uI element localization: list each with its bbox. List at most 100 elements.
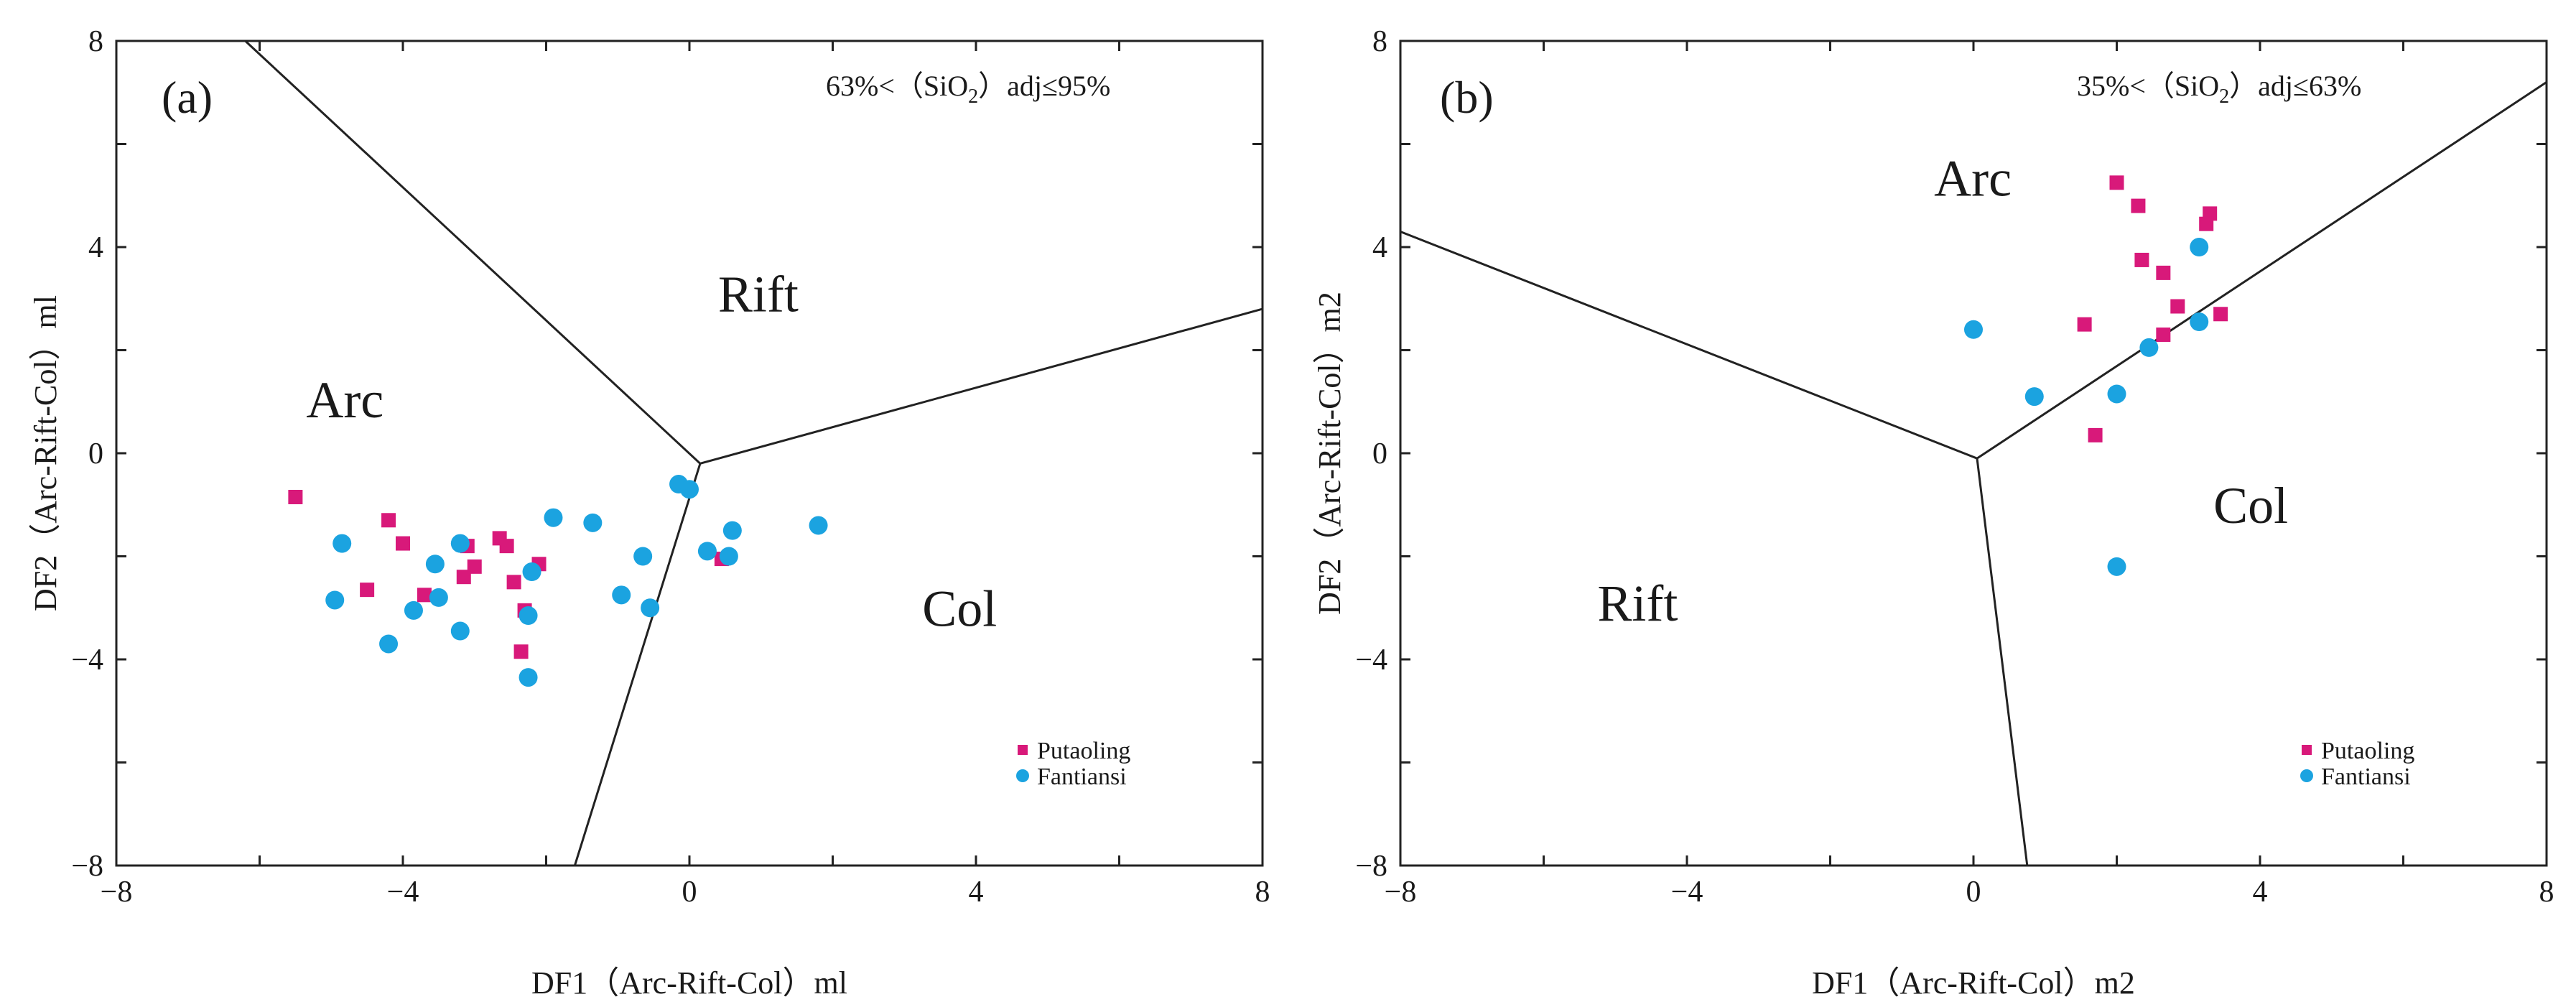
point-fantiansi-a-20: [722, 521, 742, 540]
region-label-rift-b: Rift: [1597, 575, 1678, 632]
point-fantiansi-a-7: [450, 621, 470, 641]
y-tick-label-b-2: 0: [1372, 437, 1387, 470]
point-fantiansi-a-3: [404, 600, 423, 620]
point-putaoling-a-10: [506, 575, 521, 590]
point-fantiansi-b-6: [2107, 557, 2126, 576]
point-putaoling-a-0: [288, 489, 303, 504]
point-fantiansi-a-19: [719, 547, 738, 566]
panel-label-b: (b): [1440, 72, 1494, 123]
legend-marker-fantiansi-a: [1016, 769, 1029, 782]
plot-frame-a: [115, 40, 1264, 867]
y-tick-label-b-3: 4: [1372, 231, 1387, 264]
point-fantiansi-a-13: [612, 585, 631, 605]
point-fantiansi-a-17: [680, 480, 699, 499]
point-putaoling-a-3: [360, 583, 375, 598]
point-fantiansi-a-6: [450, 534, 470, 553]
point-putaoling-b-1: [2131, 198, 2146, 213]
point-fantiansi-a-11: [544, 508, 563, 527]
y-tick-label-b-4: 8: [1372, 25, 1387, 58]
boundary-line-a-1: [699, 307, 1263, 465]
point-putaoling-b-9: [2156, 327, 2171, 342]
point-putaoling-b-6: [2170, 299, 2185, 314]
y-tick-label-a-1: −4: [71, 644, 103, 677]
point-fantiansi-b-3: [2139, 338, 2159, 357]
point-fantiansi-b-2: [2190, 312, 2209, 332]
x-tick-label-a-1: −4: [387, 876, 419, 909]
x-tick-label-b-0: −8: [1385, 876, 1417, 909]
condition-text-a: 63%<（SiO2）adj≤95%: [826, 70, 1110, 108]
boundary-line-a-0: [244, 40, 701, 465]
point-fantiansi-b-0: [2190, 238, 2209, 256]
point-fantiansi-a-4: [425, 555, 445, 574]
legend-marker-fantiansi-b: [2300, 769, 2313, 782]
condition-subscript-b: 2: [2219, 85, 2229, 108]
x-tick-label-a-0: −8: [101, 876, 133, 909]
panel-a: Arc Rift Col −8 −4 0 4 8 −8 −4 0 4 8 (a) 63%<（SiO2）…: [28, 25, 1270, 1001]
x-axis-label-b: DF1（Arc-Rift-Col）m2: [1812, 965, 2135, 1001]
legend-label-putaoling-b: Putaoling: [2321, 738, 2414, 764]
y-tick-label-b-1: −4: [1355, 644, 1387, 677]
legend-marker-putaoling-b: [2302, 745, 2312, 755]
point-putaoling-a-4: [417, 588, 432, 603]
point-putaoling-b-10: [2088, 427, 2103, 442]
region-label-col-b: Col: [2213, 477, 2288, 534]
legend-label-fantiansi-b: Fantiansi: [2321, 764, 2411, 790]
panel-label-a: (a): [162, 72, 213, 123]
boundary-line-b-2: [1976, 458, 2029, 866]
point-fantiansi-a-8: [522, 562, 541, 582]
point-putaoling-b-7: [2213, 307, 2228, 322]
x-tick-label-b-4: 8: [2539, 876, 2554, 909]
point-putaoling-b-3: [2199, 216, 2214, 231]
condition-prefix-b: 35%<（SiO: [2077, 70, 2219, 102]
point-fantiansi-a-9: [519, 606, 538, 626]
point-putaoling-a-2: [396, 536, 410, 551]
point-fantiansi-a-5: [429, 588, 448, 607]
legend-label-fantiansi-a: Fantiansi: [1037, 764, 1127, 790]
x-tick-label-a-3: 4: [969, 876, 984, 909]
point-putaoling-a-12: [513, 644, 529, 659]
condition-text-b: 35%<（SiO2）adj≤63%: [2077, 70, 2361, 108]
point-fantiansi-b-1: [1964, 320, 1983, 339]
point-fantiansi-a-15: [641, 598, 660, 618]
point-fantiansi-b-4: [2024, 387, 2044, 407]
legend-label-putaoling-a: Putaoling: [1037, 738, 1130, 764]
x-axis-label-a: DF1（Arc-Rift-Col）ml: [531, 965, 847, 1001]
region-label-arc-a: Arc: [306, 371, 383, 429]
x-tick-label-b-2: 0: [1966, 876, 1981, 909]
point-fantiansi-a-21: [809, 516, 828, 535]
y-tick-label-a-2: 0: [88, 437, 103, 470]
point-fantiansi-a-2: [379, 634, 399, 654]
point-putaoling-b-0: [2109, 175, 2124, 190]
condition-subscript-a: 2: [968, 85, 978, 108]
panel-b: Arc Rift Col −8 −4 0 4 8 −8 −4 0 4 8 (b) 35%<（SiO2）…: [1312, 25, 2554, 1001]
boundary-line-a-2: [573, 463, 702, 866]
y-axis-label-b: DF2（Arc-Rift-Col）m2: [1312, 292, 1347, 615]
x-tick-label-b-1: −4: [1671, 876, 1703, 909]
condition-suffix-b: ）adj≤63%: [2229, 70, 2361, 102]
point-putaoling-b-8: [2077, 317, 2092, 332]
region-label-arc-b: Arc: [1934, 149, 2012, 207]
legend-a: Putaoling Fantiansi: [1016, 738, 1130, 790]
point-putaoling-b-5: [2156, 265, 2171, 280]
point-fantiansi-b-5: [2107, 384, 2126, 404]
y-tick-label-b-0: −8: [1355, 850, 1387, 883]
region-label-rift-a: Rift: [718, 266, 799, 323]
condition-prefix-a: 63%<（SiO: [826, 70, 968, 102]
point-putaoling-a-7: [456, 570, 471, 585]
x-tick-label-a-2: 0: [682, 876, 697, 909]
y-tick-label-a-0: −8: [71, 850, 103, 883]
x-tick-label-b-3: 4: [2253, 876, 2268, 909]
plot-frame-b: [1399, 40, 2548, 867]
point-fantiansi-a-14: [633, 547, 653, 566]
point-fantiansi-a-10: [519, 668, 538, 687]
point-fantiansi-a-18: [697, 542, 717, 561]
x-tick-label-a-4: 8: [1255, 876, 1270, 909]
y-tick-label-a-3: 4: [88, 231, 103, 264]
region-label-col-a: Col: [922, 580, 997, 637]
point-putaoling-a-9: [499, 539, 514, 554]
y-tick-label-a-4: 8: [88, 25, 103, 58]
point-putaoling-a-1: [381, 513, 396, 528]
condition-suffix-a: ）adj≤95%: [978, 70, 1110, 102]
